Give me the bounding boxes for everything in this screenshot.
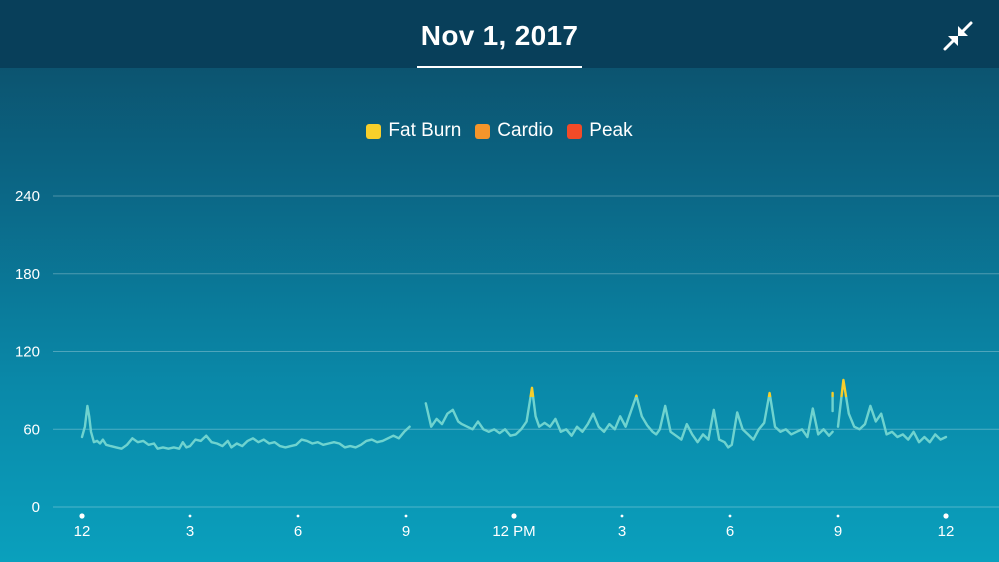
x-tick-marker-2: [296, 514, 300, 518]
legend-label-fat-burn: Fat Burn: [388, 120, 462, 141]
x-tick-marker-4: [511, 513, 517, 519]
legend-item-cardio: Cardio: [475, 120, 553, 142]
y-tick-label-0: 0: [32, 499, 40, 516]
x-tick-label-8: 12: [938, 523, 955, 540]
x-tick-marker-3: [404, 514, 408, 518]
heart-rate-line-segment-0: [80, 404, 411, 450]
page-title: Nov 1, 2017: [420, 20, 579, 51]
header-bar: [0, 0, 999, 68]
x-tick-marker-6: [728, 514, 732, 518]
x-tick-label-5: 3: [618, 523, 626, 540]
y-tick-label-60: 60: [23, 421, 40, 438]
cardio-swatch: [475, 123, 491, 139]
legend-label-peak: Peak: [589, 120, 633, 141]
legend-item-fat-burn: Fat Burn: [366, 120, 461, 142]
heart-rate-line-segment-3: [836, 378, 948, 444]
chart-legend: Fat Burn Cardio Peak: [0, 120, 999, 142]
x-tick-label-3: 9: [402, 523, 410, 540]
y-tick-label-120: 120: [15, 344, 40, 361]
x-tick-label-6: 6: [726, 523, 734, 540]
x-tick-label-2: 6: [294, 523, 302, 540]
x-tick-marker-0: [79, 513, 85, 519]
fat-burn-swatch: [366, 123, 382, 139]
peak-swatch: [567, 123, 583, 139]
y-tick-label-240: 240: [15, 188, 40, 205]
collapse-button[interactable]: [940, 18, 976, 54]
x-tick-marker-5: [620, 514, 624, 518]
y-tick-label-180: 180: [15, 266, 40, 283]
x-tick-marker-7: [836, 514, 840, 518]
x-tick-label-1: 3: [186, 523, 194, 540]
legend-label-cardio: Cardio: [497, 120, 554, 141]
x-tick-label-0: 12: [74, 523, 91, 540]
collapse-arrows-icon: [943, 21, 973, 51]
x-tick-marker-8: [943, 513, 949, 519]
heart-rate-line-segment-1: [424, 386, 834, 449]
title-underline: [417, 66, 582, 68]
x-tick-marker-1: [188, 514, 192, 518]
legend-item-peak: Peak: [567, 120, 633, 142]
x-tick-label-4: 12 PM: [492, 523, 535, 540]
x-tick-label-7: 9: [834, 523, 842, 540]
